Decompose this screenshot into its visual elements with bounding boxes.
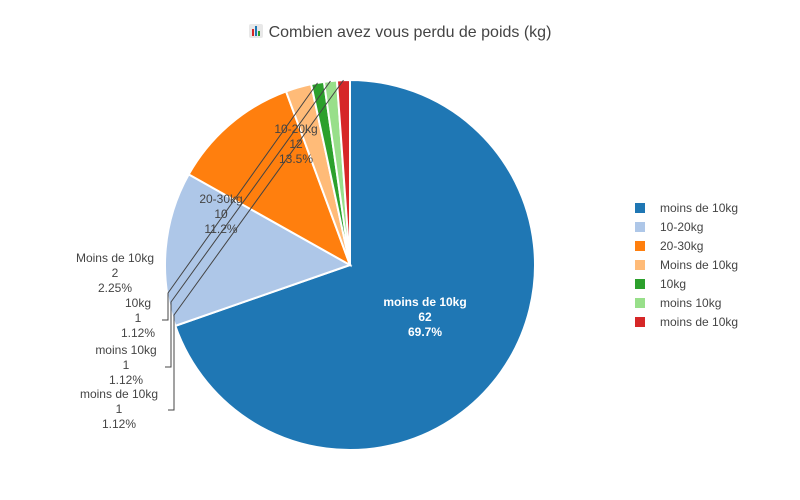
slice-label: moins de 10kg 62 69.7% [383, 295, 466, 339]
legend-item[interactable]: moins 10kg [635, 296, 721, 310]
leader-line [168, 79, 344, 411]
leader-line [162, 82, 318, 321]
legend-label: moins de 10kg [660, 315, 738, 329]
legend-item[interactable]: 10kg [635, 277, 686, 291]
slice-label: moins 10kg 1 1.12% [95, 343, 156, 387]
legend-swatch [635, 279, 645, 289]
chart-title: Combien avez vous perdu de poids (kg) [268, 24, 552, 41]
legend-label: Moins de 10kg [660, 258, 738, 272]
slice-label: Moins de 10kg 2 2.25% [76, 251, 154, 295]
legend-item[interactable]: Moins de 10kg [635, 258, 738, 272]
legend-swatch [635, 298, 645, 308]
pie-slice[interactable] [174, 78, 536, 451]
legend-swatch [635, 203, 645, 213]
legend-item[interactable]: moins de 10kg [635, 201, 738, 215]
pie-slice[interactable] [187, 90, 352, 268]
leader-line [165, 80, 331, 368]
legend-swatch [635, 222, 645, 232]
legend-label: 20-30kg [660, 239, 703, 253]
chart-title-row: Combien avez vous perdu de poids (kg) [0, 24, 800, 42]
legend-swatch [635, 260, 645, 270]
legend-item[interactable]: 10-20kg [635, 220, 703, 234]
legend-item[interactable]: 20-30kg [635, 239, 703, 253]
legend-label: 10-20kg [660, 220, 703, 234]
bar-chart-icon [248, 24, 263, 38]
legend-swatch [635, 241, 645, 251]
legend-label: moins 10kg [660, 296, 721, 310]
pie-slice[interactable] [164, 173, 353, 328]
legend-label: 10kg [660, 277, 686, 291]
slice-label: moins de 10kg 1 1.12% [80, 387, 158, 431]
slice-label: 10kg 1 1.12% [121, 296, 155, 340]
legend-label: moins de 10kg [660, 201, 738, 215]
legend-item[interactable]: moins de 10kg [635, 315, 738, 329]
legend-swatch [635, 317, 645, 327]
